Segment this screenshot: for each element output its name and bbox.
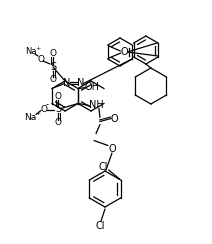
- Text: O: O: [54, 118, 61, 127]
- Text: OH: OH: [85, 81, 99, 92]
- Text: Na: Na: [25, 48, 37, 57]
- Text: O: O: [38, 54, 45, 63]
- Text: O: O: [110, 113, 118, 123]
- Text: O: O: [49, 75, 57, 84]
- Text: -: -: [46, 100, 49, 109]
- Text: N: N: [77, 79, 85, 89]
- Text: O: O: [108, 144, 116, 154]
- Text: +: +: [35, 111, 41, 116]
- Text: Na: Na: [24, 113, 36, 122]
- Text: O: O: [49, 50, 57, 59]
- Text: O: O: [54, 92, 61, 101]
- Text: S: S: [55, 104, 61, 114]
- Text: O: O: [120, 47, 128, 57]
- Text: Cl: Cl: [99, 162, 108, 172]
- Text: +: +: [35, 47, 41, 51]
- Text: S: S: [50, 62, 56, 72]
- Text: Cl: Cl: [95, 221, 105, 231]
- Text: O: O: [40, 105, 47, 114]
- Text: N: N: [63, 79, 71, 89]
- Text: NH: NH: [89, 101, 103, 111]
